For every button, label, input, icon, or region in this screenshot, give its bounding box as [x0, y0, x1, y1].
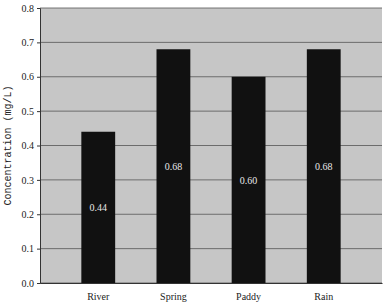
y-tick-label: 0.0	[22, 278, 35, 289]
data-label: 0.68	[165, 161, 183, 172]
x-axis-line	[41, 283, 383, 284]
x-tick: River	[87, 283, 110, 302]
y-tick: 0.1	[22, 243, 41, 254]
y-axis-line	[37, 9, 41, 284]
bars	[81, 49, 340, 283]
x-tick-label: Spring	[160, 291, 187, 302]
y-axis: 0.0 0.1 0.2 0.3 0.4 0.5 0.6 0.7 0.8	[22, 3, 41, 289]
x-tick: Rain	[314, 283, 333, 302]
grid-line	[40, 8, 382, 9]
data-label: 0.44	[90, 202, 108, 213]
y-tick-label: 0.4	[22, 140, 35, 151]
bar	[232, 77, 266, 283]
y-tick-mark	[37, 249, 40, 250]
y-tick-label: 0.1	[22, 243, 35, 254]
y-tick: 0.3	[22, 175, 41, 186]
y-axis-title: Concentration (mg/L)	[3, 85, 14, 205]
y-tick-mark	[37, 283, 40, 284]
bar	[157, 49, 191, 283]
y-tick-mark	[37, 77, 40, 78]
x-tick-label: Paddy	[236, 291, 261, 302]
y-tick: 0.5	[22, 106, 41, 117]
data-labels: 0.44 0.68 0.60 0.68	[90, 161, 333, 213]
bar	[307, 49, 341, 283]
y-tick-mark	[37, 42, 40, 43]
grid	[40, 8, 382, 283]
x-tick-label: Rain	[314, 291, 333, 302]
y-tick-mark	[37, 8, 40, 9]
y-tick: 0.0	[22, 278, 41, 289]
y-tick-label: 0.3	[22, 175, 35, 186]
y-tick-label: 0.5	[22, 106, 35, 117]
data-label: 0.60	[240, 175, 258, 186]
y-tick-mark	[37, 111, 40, 112]
y-tick-mark	[37, 214, 40, 215]
x-tick-label: River	[87, 291, 110, 302]
y-tick-label: 0.2	[22, 209, 35, 220]
data-label: 0.68	[315, 161, 333, 172]
plot-background	[40, 8, 382, 283]
y-tick-label: 0.8	[22, 3, 35, 14]
x-tick: Spring	[160, 283, 187, 302]
y-tick-mark	[37, 146, 40, 147]
bar	[81, 132, 115, 283]
y-tick: 0.7	[22, 37, 41, 48]
grid-line	[40, 42, 382, 43]
y-tick: 0.4	[22, 140, 41, 151]
x-tick: Paddy	[236, 283, 261, 302]
y-tick-label: 0.6	[22, 71, 35, 82]
y-tick-mark	[37, 180, 40, 181]
y-tick-label: 0.7	[22, 37, 35, 48]
y-tick: 0.8	[22, 3, 41, 14]
x-axis: River Spring Paddy Rain	[41, 283, 383, 302]
y-tick: 0.2	[22, 209, 41, 220]
y-tick: 0.6	[22, 71, 41, 82]
chart: 0.44 0.68 0.60 0.68 0.0 0.1 0.2 0.3 0.4 0.5 0.6 0.7…	[0, 0, 386, 308]
